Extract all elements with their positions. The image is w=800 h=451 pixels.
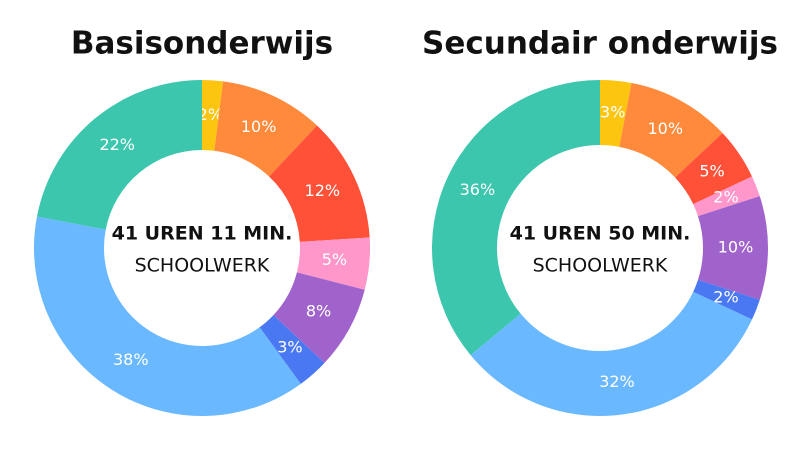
center-text: 41 UREN 50 MIN. bbox=[510, 223, 691, 245]
data-label: 3% bbox=[277, 337, 302, 356]
donut-segment bbox=[697, 196, 768, 300]
data-label: 8% bbox=[306, 302, 331, 321]
data-label: 10% bbox=[241, 117, 277, 136]
data-label: 2% bbox=[713, 287, 738, 306]
center-text: SCHOOLWERK bbox=[533, 255, 668, 277]
data-label: 12% bbox=[305, 181, 341, 200]
data-label: 10% bbox=[718, 238, 754, 257]
data-label: 22% bbox=[99, 135, 135, 154]
donut-segment bbox=[259, 315, 325, 384]
donut-segment bbox=[33, 216, 301, 416]
data-label: 3% bbox=[600, 103, 625, 122]
donut-segment bbox=[432, 80, 600, 356]
data-label: 2% bbox=[713, 188, 738, 207]
donut-segment bbox=[214, 81, 318, 177]
donut-segment bbox=[693, 176, 760, 217]
center-text: 41 UREN 11 MIN. bbox=[112, 223, 293, 245]
donut-segment bbox=[202, 80, 224, 151]
data-label: 36% bbox=[460, 180, 496, 199]
donut-segment bbox=[470, 291, 753, 416]
data-label: 5% bbox=[322, 250, 347, 269]
data-label: 10% bbox=[647, 119, 683, 138]
data-label: 32% bbox=[599, 372, 635, 391]
donut-segment bbox=[269, 125, 370, 242]
donut-segment bbox=[36, 80, 203, 230]
donut-segment bbox=[273, 272, 365, 364]
donut-segment bbox=[600, 80, 632, 147]
donut-segment bbox=[675, 132, 753, 205]
donut-segment bbox=[619, 82, 723, 178]
chart-title: Basisonderwijs bbox=[71, 26, 333, 62]
chart-title: Secundair onderwijs bbox=[422, 26, 778, 62]
center-text: SCHOOLWERK bbox=[135, 255, 270, 277]
data-label: 5% bbox=[699, 161, 724, 180]
donut-segment bbox=[693, 279, 760, 320]
data-label: 2% bbox=[198, 105, 223, 124]
data-label: 38% bbox=[113, 350, 149, 369]
donut-segment bbox=[296, 237, 371, 290]
